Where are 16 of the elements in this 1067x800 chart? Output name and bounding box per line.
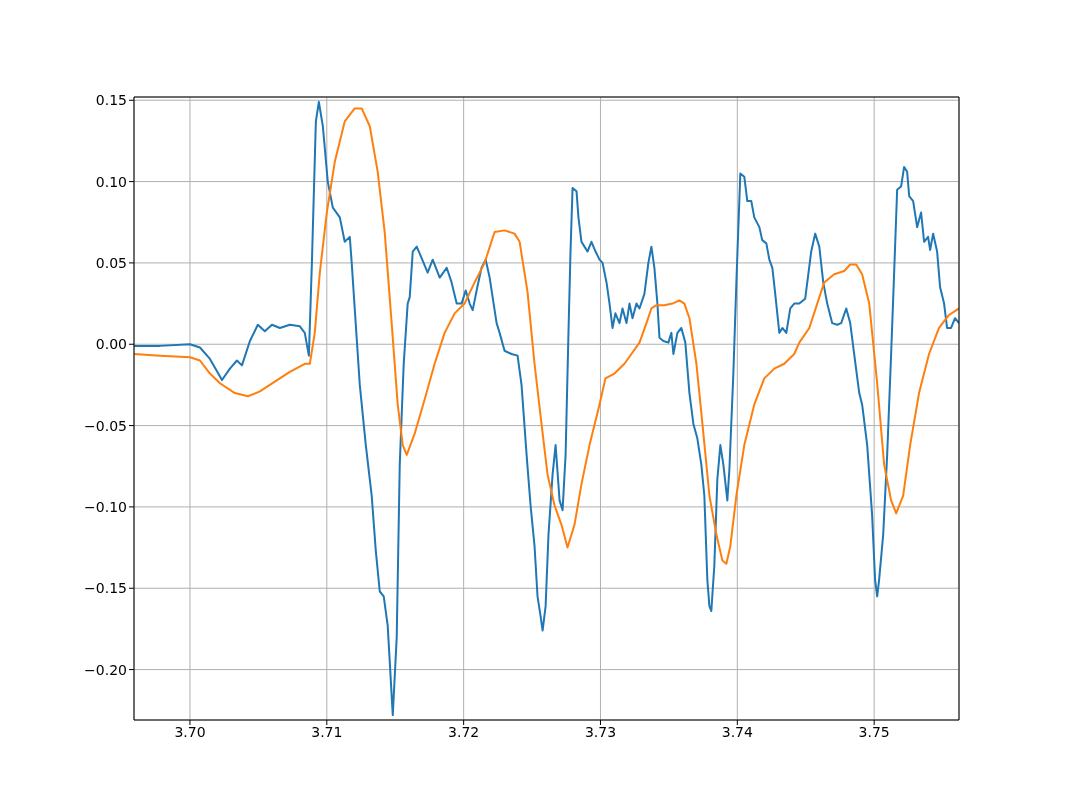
y-tick-label: 0.15 — [95, 92, 127, 109]
y-tick-label: −0.15 — [84, 580, 127, 597]
y-tick-label: −0.05 — [84, 417, 127, 434]
line-series — [134, 100, 959, 717]
line-series — [134, 107, 959, 565]
x-tick-label: 3.72 — [448, 723, 480, 740]
y-tick-label: 0.05 — [95, 254, 127, 271]
x-tick-label: 3.73 — [584, 723, 617, 740]
y-tick-label: −0.20 — [84, 661, 127, 678]
x-tick-label: 3.71 — [311, 723, 343, 740]
x-tick-label: 3.74 — [721, 723, 753, 740]
y-tick-label: 0.00 — [95, 336, 127, 353]
x-tick-label: 3.75 — [858, 723, 890, 740]
y-tick-label: −0.10 — [84, 498, 127, 515]
x-tick-label: 3.70 — [174, 723, 206, 740]
y-tick-label: 0.10 — [95, 173, 127, 190]
